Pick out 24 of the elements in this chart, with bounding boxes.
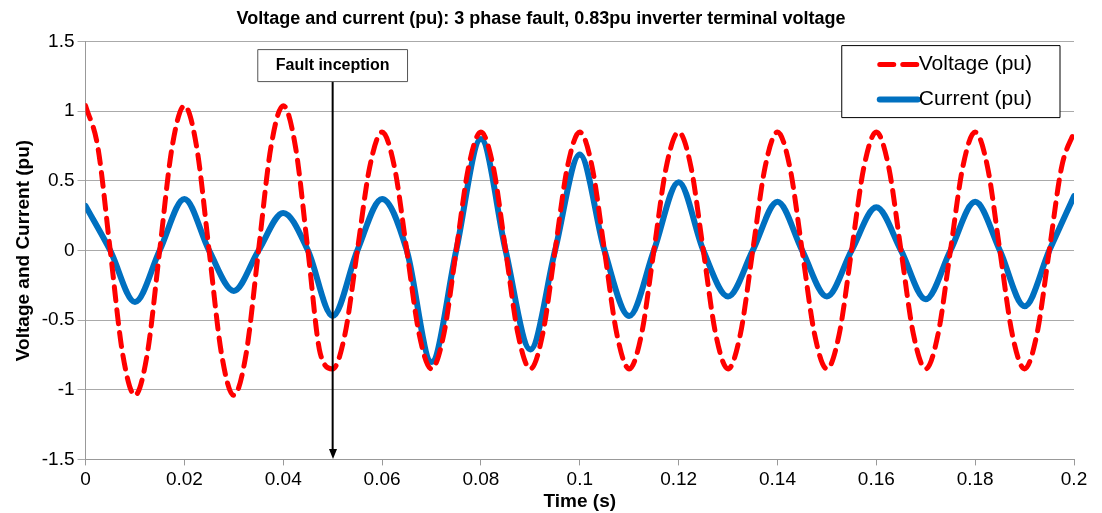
y-tick-label: 0: [63, 238, 75, 260]
y-axis-title: Voltage and Current (pu): [11, 139, 33, 362]
y-tick-label: -0.5: [41, 308, 75, 330]
chart-title: Voltage and current (pu): 3 phase fault, 0.83pu inverter terminal voltage: [236, 7, 846, 28]
x-tick-label: 0.02: [165, 468, 203, 490]
y-tick-label: -1: [57, 378, 75, 399]
x-tick-label: 0.08: [462, 468, 500, 490]
x-tick-label: 0.06: [363, 468, 401, 490]
x-tick-label: 0.18: [956, 468, 994, 490]
x-tick-label: 0.12: [660, 468, 698, 490]
y-tick-label: 1.5: [48, 29, 75, 51]
y-tick-label: 1: [63, 99, 75, 121]
x-tick-label: 0.1: [566, 468, 593, 490]
legend-label: Current (pu): [918, 86, 1032, 110]
x-tick-label: 0: [80, 468, 91, 490]
x-tick-label: 0.04: [264, 468, 303, 490]
x-tick-label: 0.14: [758, 468, 797, 490]
x-tick-label: 0.2: [1060, 468, 1088, 490]
ref-line-label: Fault inception: [275, 56, 390, 74]
x-tick-label: 0.16: [857, 468, 895, 490]
y-tick-label: -1.5: [41, 447, 75, 469]
x-axis-title: Time (s): [543, 489, 617, 511]
legend-label: Voltage (pu): [918, 51, 1033, 75]
y-tick-label: 0.5: [48, 169, 75, 191]
